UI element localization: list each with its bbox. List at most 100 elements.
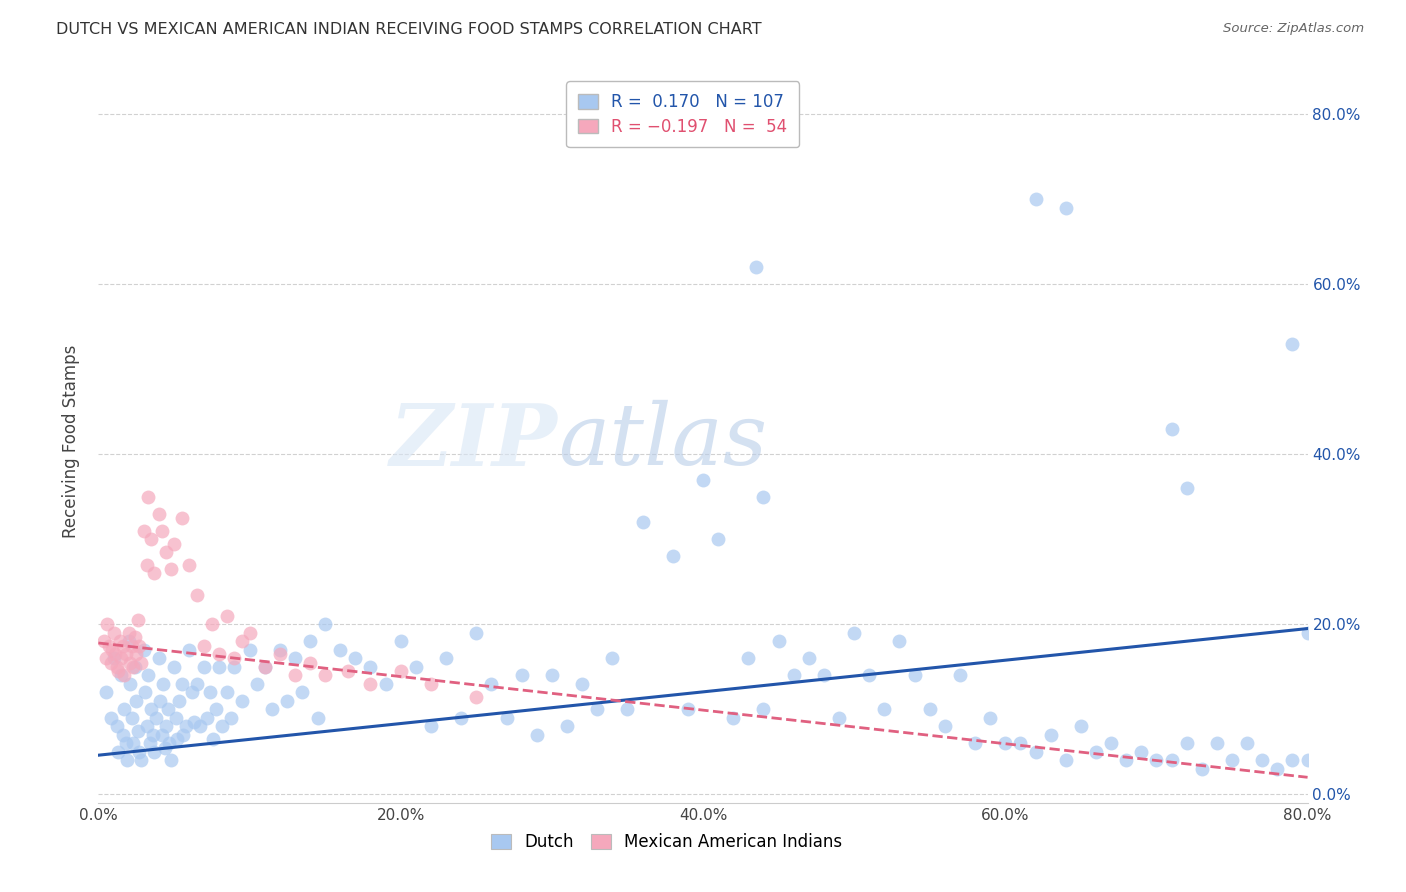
Point	[129, 753, 152, 767]
Point	[224, 651, 246, 665]
Point	[183, 714, 205, 729]
Point	[918, 702, 941, 716]
Point	[135, 719, 157, 733]
Point	[314, 617, 336, 632]
Point	[1024, 192, 1046, 206]
Point	[166, 732, 188, 747]
Point	[434, 651, 457, 665]
Point	[160, 562, 183, 576]
Point	[1115, 753, 1137, 767]
Point	[124, 660, 146, 674]
Point	[299, 656, 322, 670]
Point	[163, 536, 186, 550]
Point	[1220, 753, 1243, 767]
Point	[752, 490, 775, 504]
Point	[179, 558, 201, 572]
Point	[1160, 422, 1182, 436]
Point	[208, 660, 231, 674]
Point	[122, 660, 145, 674]
Point	[262, 702, 284, 716]
Point	[152, 677, 174, 691]
Point	[571, 677, 593, 691]
Point	[813, 668, 835, 682]
Point	[193, 639, 215, 653]
Point	[723, 711, 745, 725]
Point	[149, 694, 172, 708]
Point	[1296, 753, 1319, 767]
Point	[420, 677, 443, 691]
Point	[276, 694, 298, 708]
Point	[107, 664, 129, 678]
Point	[450, 711, 472, 725]
Point	[114, 736, 136, 750]
Point	[269, 642, 291, 657]
Point	[246, 677, 269, 691]
Point	[231, 694, 253, 708]
Point	[239, 625, 262, 640]
Point	[114, 647, 136, 661]
Point	[136, 668, 159, 682]
Point	[165, 711, 187, 725]
Point	[420, 719, 443, 733]
Point	[405, 660, 427, 674]
Point	[284, 668, 307, 682]
Point	[231, 634, 253, 648]
Point	[172, 728, 194, 742]
Point	[170, 677, 193, 691]
Point	[1054, 753, 1077, 767]
Point	[224, 660, 246, 674]
Point	[135, 558, 157, 572]
Point	[284, 651, 307, 665]
Point	[124, 630, 146, 644]
Point	[1054, 201, 1077, 215]
Point	[904, 668, 927, 682]
Point	[127, 723, 149, 738]
Point	[128, 639, 150, 653]
Point	[540, 668, 562, 682]
Point	[215, 608, 238, 623]
Point	[360, 660, 382, 674]
Point	[129, 656, 152, 670]
Point	[167, 694, 190, 708]
Point	[111, 639, 134, 653]
Text: DUTCH VS MEXICAN AMERICAN INDIAN RECEIVING FOOD STAMPS CORRELATION CHART: DUTCH VS MEXICAN AMERICAN INDIAN RECEIVI…	[56, 22, 762, 37]
Point	[170, 511, 193, 525]
Point	[737, 651, 759, 665]
Point	[692, 473, 714, 487]
Point	[108, 634, 131, 648]
Point	[132, 642, 155, 657]
Text: Source: ZipAtlas.com: Source: ZipAtlas.com	[1223, 22, 1364, 36]
Point	[291, 685, 314, 699]
Point	[202, 732, 225, 747]
Point	[1206, 736, 1229, 750]
Point	[1024, 745, 1046, 759]
Point	[115, 753, 138, 767]
Point	[510, 668, 533, 682]
Point	[120, 656, 142, 670]
Point	[783, 668, 806, 682]
Point	[195, 711, 218, 725]
Point	[828, 711, 851, 725]
Point	[200, 685, 222, 699]
Point	[299, 634, 322, 648]
Point	[360, 677, 382, 691]
Point	[465, 625, 488, 640]
Point	[121, 711, 143, 725]
Point	[1175, 481, 1198, 495]
Point	[676, 702, 699, 716]
Point	[122, 736, 145, 750]
Point	[307, 711, 329, 725]
Point	[98, 639, 121, 653]
Point	[661, 549, 683, 564]
Point	[156, 702, 179, 716]
Point	[142, 728, 165, 742]
Point	[602, 651, 624, 665]
Point	[1267, 762, 1289, 776]
Point	[96, 617, 118, 632]
Point	[127, 613, 149, 627]
Point	[253, 660, 276, 674]
Point	[873, 702, 896, 716]
Point	[141, 702, 163, 716]
Point	[481, 677, 503, 691]
Point	[949, 668, 972, 682]
